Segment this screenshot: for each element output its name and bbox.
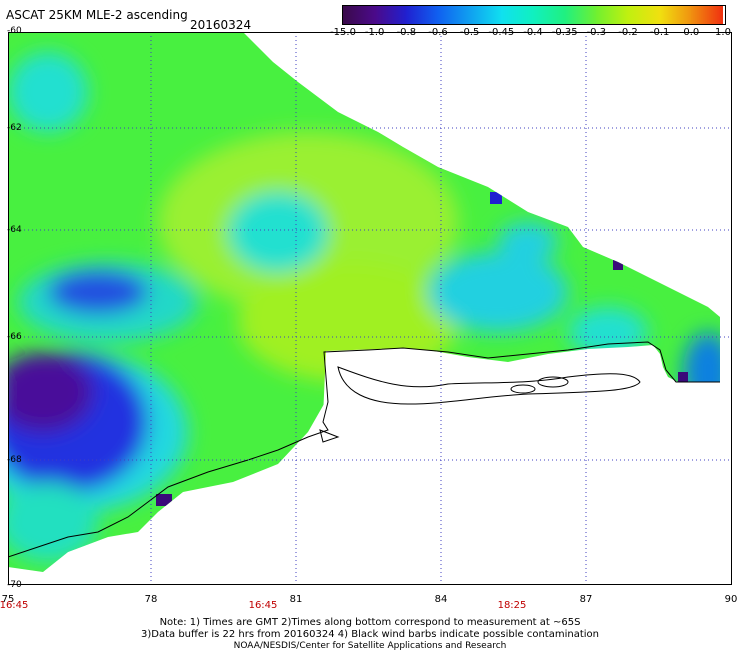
colorbar-segment	[628, 6, 661, 24]
wind-swath	[8, 32, 720, 572]
lon-label: 75	[1, 594, 15, 605]
time-label: 18:25	[497, 600, 527, 611]
colorbar-segment	[406, 6, 439, 24]
colorbar	[342, 5, 726, 25]
lon-label: 78	[144, 594, 158, 605]
colorbar-segment	[343, 6, 376, 24]
product-title: ASCAT 25KM MLE-2 ascending	[6, 8, 188, 22]
colorbar-segment	[659, 6, 692, 24]
footer-note-2: 3)Data buffer is 22 hrs from 20160324 4)…	[141, 629, 599, 640]
colorbar-segment	[564, 6, 597, 24]
colorbar-segment	[596, 6, 629, 24]
map-image	[8, 32, 732, 585]
lon-label: 81	[289, 594, 303, 605]
lon-label: 84	[434, 594, 448, 605]
antarctic-coastline	[323, 345, 720, 432]
lat-label: -68	[7, 455, 22, 465]
lat-label: -70	[7, 580, 22, 590]
lat-label: -62	[7, 123, 22, 133]
time-label: 16:45	[248, 600, 278, 611]
lon-label: 87	[579, 594, 593, 605]
footer-credit: NOAA/NESDIS/Center for Satellite Applica…	[233, 641, 507, 651]
lon-label: 90	[724, 594, 738, 605]
colorbar-segment	[469, 6, 502, 24]
product-date: 20160324	[190, 18, 252, 32]
time-label: 16:45	[0, 600, 29, 611]
lat-label: -60	[7, 26, 22, 36]
coastline-line	[8, 341, 720, 558]
colorbar-segment	[501, 6, 534, 24]
lat-label: -64	[7, 225, 22, 235]
graticule	[8, 32, 732, 585]
lat-label: -66	[7, 332, 22, 342]
colorbar-segment	[374, 6, 407, 24]
footer-note-1: Note: 1) Times are GMT 2)Times along bot…	[159, 617, 581, 628]
colorbar-segment	[691, 6, 724, 24]
colorbar-segment	[533, 6, 566, 24]
colorbar-segment	[438, 6, 471, 24]
